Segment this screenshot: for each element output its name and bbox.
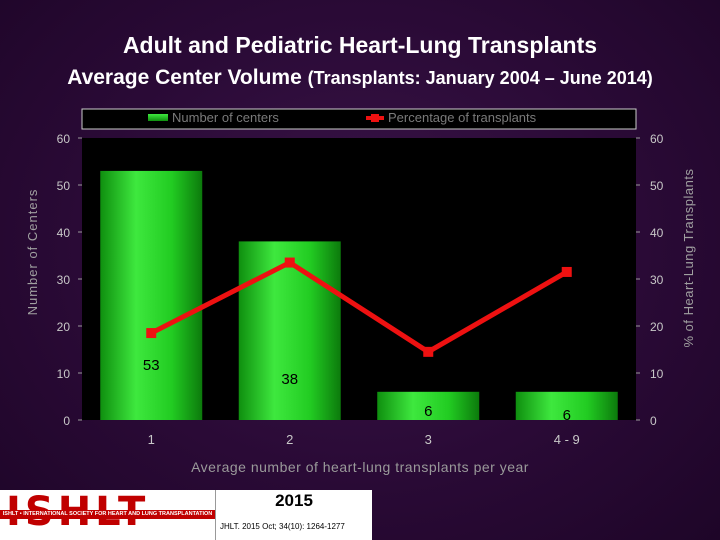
report-year: 2015 xyxy=(275,491,313,510)
y2-axis-title: % of Heart-Lung Transplants xyxy=(681,169,696,348)
y2-tick-label: 20 xyxy=(650,320,664,334)
legend-swatch-bars xyxy=(148,114,168,121)
y2-tick-label: 0 xyxy=(650,414,657,428)
legend-label-line: Percentage of transplants xyxy=(388,110,537,125)
y-tick-label: 40 xyxy=(57,226,71,240)
x-tick-label: 1 xyxy=(148,432,155,447)
subtitle-note: (Transplants: January 2004 – June 2014) xyxy=(307,68,653,88)
legend-box xyxy=(81,108,637,130)
data-label: 53 xyxy=(143,357,160,374)
y-tick-label: 30 xyxy=(57,273,71,287)
chart: Number of centers Percentage of transplan… xyxy=(25,108,696,475)
bar-3 xyxy=(377,391,480,420)
chart-title: Adult and Pediatric Heart-Lung Transplan… xyxy=(122,32,598,58)
line-percentage xyxy=(150,260,568,355)
logo-band xyxy=(0,510,215,519)
y2-tick-label: 10 xyxy=(650,367,664,381)
y2-tick-label: 40 xyxy=(650,226,664,240)
y2-tick-label: 60 xyxy=(650,132,664,146)
ishlt-logo: ISHLT ISHLT • INTERNATIONAL SOCIETY FOR … xyxy=(0,490,215,540)
data-label: 38 xyxy=(281,371,298,388)
y2-tick-label: 50 xyxy=(650,179,664,193)
y-tick-label: 20 xyxy=(57,320,71,334)
bar-4-9 xyxy=(515,391,618,420)
x-tick-label: 3 xyxy=(425,432,432,447)
line-marker xyxy=(561,266,572,277)
y-axis-title: Number of Centers xyxy=(25,189,40,316)
bar-2 xyxy=(238,241,341,420)
subtitle-main: Average Center Volume xyxy=(67,66,302,89)
line-marker xyxy=(423,346,434,357)
y-tick-label: 0 xyxy=(63,414,70,428)
x-tick-label: 4 - 9 xyxy=(554,432,580,447)
citation-box: 2015 JHLT. 2015 Oct; 34(10): 1264-1277 xyxy=(215,490,372,540)
x-axis-title: Average number of heart-lung transplants… xyxy=(191,459,529,475)
bar-1 xyxy=(100,170,203,420)
logo-subtitle: ISHLT • INTERNATIONAL SOCIETY FOR HEART … xyxy=(2,511,213,517)
y-tick-label: 10 xyxy=(57,367,71,381)
y-tick-label: 60 xyxy=(57,132,71,146)
data-label: 6 xyxy=(424,403,432,420)
legend-swatch-marker xyxy=(371,114,379,122)
chart-subtitle: Average Center Volume (Transplants: Janu… xyxy=(0,66,720,90)
x-tick-label: 2 xyxy=(286,432,293,447)
line-marker xyxy=(284,257,295,268)
y-tick-label: 50 xyxy=(57,179,71,193)
legend-label-bars: Number of centers xyxy=(172,110,279,125)
data-label: 6 xyxy=(563,407,571,424)
line-marker xyxy=(146,328,157,339)
citation: JHLT. 2015 Oct; 34(10): 1264-1277 xyxy=(220,522,345,531)
y2-tick-label: 30 xyxy=(650,273,664,287)
